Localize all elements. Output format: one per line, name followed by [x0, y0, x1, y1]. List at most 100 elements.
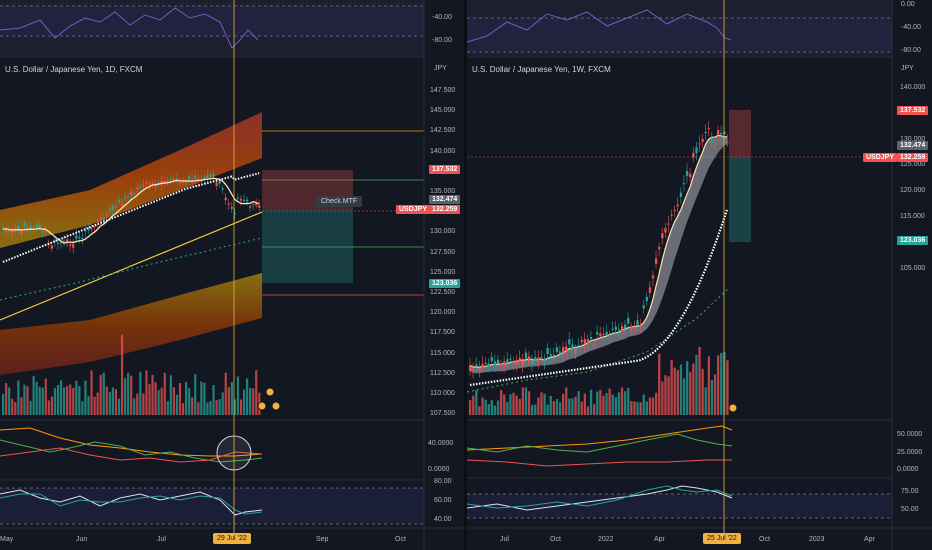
volume-bar: [130, 375, 133, 415]
volume-bar: [580, 401, 583, 415]
candle: [63, 240, 66, 242]
right-chart-pane[interactable]: U.S. Dollar / Japanese Yen, 1W, FXCM JPY…: [467, 0, 932, 550]
event-marker-icon[interactable]: [257, 401, 267, 411]
candle: [599, 333, 602, 337]
volume-bar: [2, 393, 5, 415]
left-rsi-label-0: -40.00: [432, 14, 452, 21]
event-marker-icon[interactable]: [271, 401, 281, 411]
volume-bar: [651, 397, 655, 415]
candle: [72, 243, 75, 248]
candle: [639, 325, 642, 327]
candle: [233, 213, 236, 215]
volume-bar: [227, 387, 230, 415]
volume-bar: [26, 386, 29, 415]
stoch-line-green: [0, 493, 263, 515]
volume-bar: [543, 393, 546, 415]
right-price-label-7: 105.000: [900, 264, 926, 272]
volume-bar: [648, 397, 652, 415]
left-chart-canvas[interactable]: [0, 0, 464, 550]
candle: [568, 339, 571, 345]
volume-bar: [178, 383, 182, 415]
volume-bar: [500, 390, 503, 415]
candle: [469, 365, 472, 371]
volume-bar: [531, 405, 534, 415]
right-date-badge: 25 Jul '22: [703, 533, 741, 544]
volume-bar: [484, 399, 487, 415]
event-marker-icon[interactable]: [265, 387, 275, 397]
volume-bar: [496, 400, 500, 415]
candle: [651, 275, 655, 279]
volume-bar: [487, 404, 490, 415]
candle: [509, 358, 512, 360]
volume-bar: [81, 401, 84, 415]
volume-bar: [611, 394, 614, 415]
right-symbol-tag: USDJPY: [863, 153, 898, 162]
candle: [215, 182, 218, 187]
check-mtf-label[interactable]: Check MTF: [316, 196, 363, 207]
right-chart-canvas[interactable]: [467, 0, 932, 550]
left-adx-label-0: 40.0000: [428, 440, 454, 447]
left-x-label-may: May: [0, 536, 14, 543]
volume-bar: [633, 401, 636, 415]
right-price-label-0: 140.000: [900, 84, 926, 91]
volume-bar: [32, 376, 35, 415]
volume-bar: [707, 356, 710, 415]
candle: [163, 180, 166, 184]
candle: [704, 132, 707, 134]
candle: [120, 203, 124, 206]
volume-bar: [586, 406, 590, 415]
volume-bar: [50, 396, 53, 415]
candle: [160, 180, 163, 185]
volume-bar: [124, 378, 127, 415]
volume-bar: [23, 384, 26, 415]
adx-line-red-right: [467, 459, 732, 467]
candle: [224, 197, 227, 201]
candle: [142, 184, 145, 186]
volume-bar: [78, 385, 81, 415]
candle: [227, 203, 230, 205]
candle: [50, 245, 53, 249]
volume-bar: [624, 391, 627, 415]
volume-bar: [185, 381, 188, 415]
candle: [108, 208, 111, 211]
pane-divider[interactable]: [464, 0, 467, 550]
candle: [93, 226, 96, 228]
left-price-label-1: 145.000: [430, 107, 456, 115]
candle: [212, 174, 215, 177]
candle: [114, 206, 118, 208]
right-price-area: [467, 110, 892, 415]
volume-bar: [620, 387, 624, 415]
volume-bar: [206, 402, 209, 415]
adx-line-green: [0, 439, 263, 463]
volume-bar: [96, 392, 99, 415]
volume-bar: [145, 370, 148, 415]
left-price-label-3: 140.000: [430, 147, 456, 155]
candle: [698, 143, 701, 145]
right-price-label-3: 125.000: [900, 161, 926, 169]
candle: [206, 175, 209, 179]
right-tag-top: 137.532: [897, 106, 929, 115]
candle: [543, 358, 546, 363]
volume-bar: [593, 404, 596, 415]
candle: [99, 218, 102, 222]
candle: [105, 214, 108, 216]
candle: [707, 128, 710, 130]
candle: [145, 182, 148, 184]
left-price-label-2: 142.500: [430, 127, 456, 135]
candle: [689, 173, 692, 178]
event-marker-icon[interactable]: [728, 403, 738, 413]
volume-bar: [249, 387, 252, 415]
left-price-label-10: 122.500: [430, 289, 456, 296]
candle: [172, 178, 175, 180]
candle: [59, 242, 63, 244]
moving-average-fast: [2, 177, 260, 244]
candle: [90, 228, 93, 230]
right-x-label-jul: Jul: [500, 536, 509, 543]
left-price-label-14: 112.500: [430, 369, 455, 377]
left-chart-pane[interactable]: U.S. Dollar / Japanese Yen, 1D, FXCM JPY…: [0, 0, 464, 550]
right-price-label-5: 115.000: [900, 213, 925, 220]
candle: [552, 354, 555, 356]
volume-bar: [614, 397, 617, 415]
volume-bar: [503, 394, 506, 415]
candle: [11, 230, 14, 234]
